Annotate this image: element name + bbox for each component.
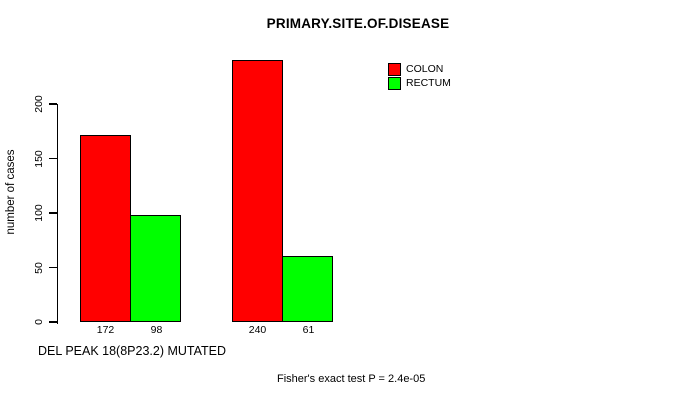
legend-label: COLON xyxy=(406,63,444,75)
bar-colon-group-2 xyxy=(232,60,283,322)
y-tick xyxy=(48,157,57,160)
legend-entry-colon: COLON xyxy=(388,62,451,76)
y-tick xyxy=(48,321,57,323)
legend-swatch xyxy=(388,62,401,76)
y-tick-label: 100 xyxy=(33,204,45,222)
bar-value-label: 172 xyxy=(96,324,115,336)
stat-annotation: Fisher's exact test P = 2.4e-05 xyxy=(277,373,426,385)
bar-rectum-group-2 xyxy=(281,255,333,322)
y-tick-label: 0 xyxy=(33,319,45,325)
y-tick xyxy=(48,103,57,105)
y-tick-label: 150 xyxy=(33,149,45,168)
bar-value-label: 61 xyxy=(302,324,315,336)
y-tick-label: 50 xyxy=(33,261,45,274)
bar-value-label: 98 xyxy=(150,324,163,336)
legend: COLON RECTUM xyxy=(388,62,451,90)
bar-value-label: 240 xyxy=(248,324,267,336)
bar-rectum-group-1 xyxy=(129,215,181,322)
y-tick xyxy=(48,266,57,269)
y-tick-label: 200 xyxy=(33,95,45,113)
legend-swatch xyxy=(388,76,401,90)
y-axis xyxy=(56,104,58,324)
legend-label: RECTUM xyxy=(406,77,451,89)
x-axis-label: DEL PEAK 18(8P23.2) MUTATED xyxy=(38,344,227,358)
legend-entry-rectum: RECTUM xyxy=(388,76,451,90)
chart-title: PRIMARY.SITE.OF.DISEASE xyxy=(266,16,450,31)
y-tick xyxy=(48,212,57,214)
y-axis-label: number of cases xyxy=(5,149,17,235)
bar-colon-group-1 xyxy=(80,134,131,322)
